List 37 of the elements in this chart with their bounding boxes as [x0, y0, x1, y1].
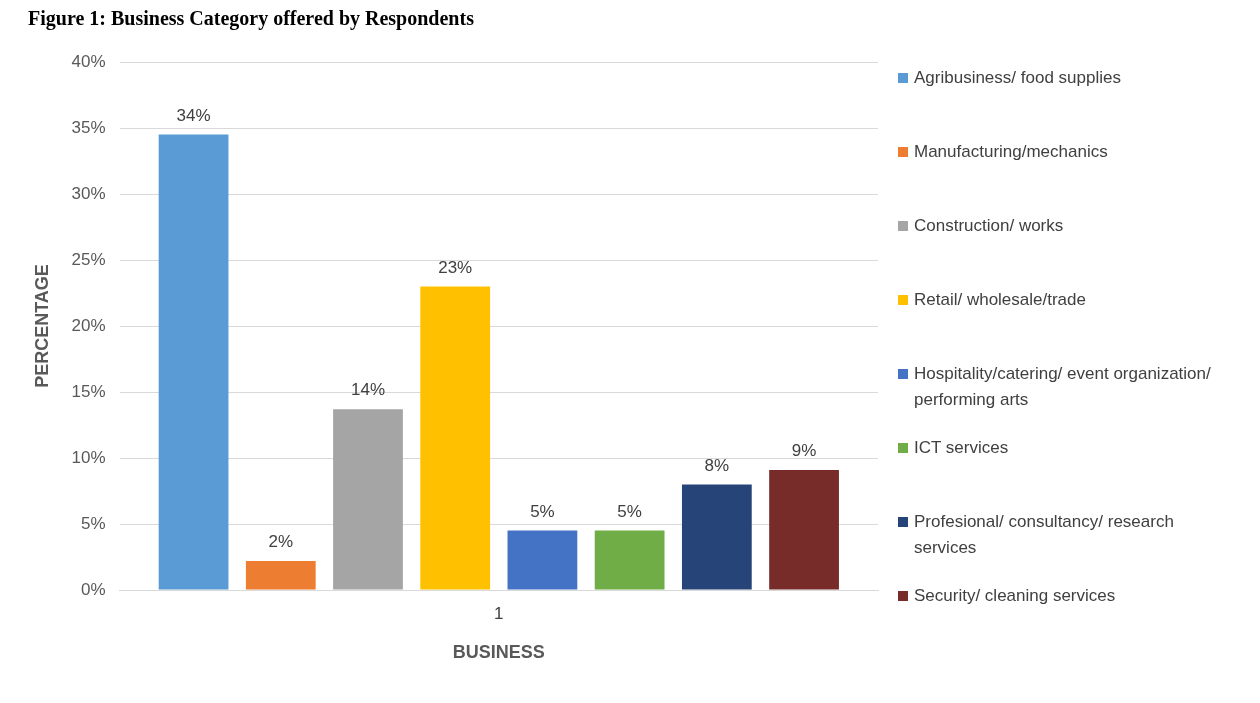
- bar: [333, 409, 403, 590]
- y-tick-label: 0%: [81, 579, 106, 599]
- y-tick-label: 20%: [71, 315, 106, 335]
- bar: [420, 286, 491, 590]
- y-tick-label: 40%: [71, 51, 106, 71]
- data-label: 5%: [530, 501, 555, 521]
- legend-label: Hospitality/catering/ event organization/ performing arts: [914, 363, 1212, 411]
- y-tick-label: 30%: [71, 183, 106, 203]
- legend-label: Profesional/ consultancy/ research services: [914, 511, 1175, 559]
- y-tick-label: 5%: [81, 513, 106, 533]
- x-axis-title: BUSINESS: [452, 642, 545, 663]
- bar: [769, 469, 839, 590]
- legend-label: Agribusiness/ food supplies: [914, 67, 1121, 89]
- bar: [681, 484, 752, 590]
- bar: [507, 530, 578, 590]
- legend-label: Retail/ wholesale/trade: [914, 289, 1086, 311]
- y-tick-label: 35%: [71, 117, 106, 137]
- legend-label: ICT services: [914, 437, 1009, 459]
- y-tick-label: 15%: [71, 381, 106, 401]
- y-axis-title: PERCENTAGE: [31, 264, 52, 388]
- data-label: 23%: [438, 257, 473, 277]
- bar: [594, 530, 665, 590]
- data-label: 14%: [350, 380, 386, 400]
- y-tick-label: 25%: [71, 249, 106, 269]
- bar: [158, 134, 229, 590]
- data-label: 8%: [704, 455, 730, 475]
- legend-label: Security/ cleaning services: [914, 585, 1116, 607]
- x-tick-label: 1: [494, 603, 504, 623]
- legend-label: Manufacturing/mechanics: [914, 141, 1108, 163]
- y-tick-label: 10%: [71, 447, 106, 467]
- chart-title: Figure 1: Business Category offered by Respondents: [28, 7, 475, 31]
- data-label: 2%: [268, 532, 294, 552]
- data-label: 34%: [176, 105, 211, 125]
- data-label: 9%: [791, 441, 817, 461]
- bar: [245, 560, 316, 590]
- legend-label: Construction/ works: [914, 215, 1064, 237]
- data-label: 5%: [617, 501, 642, 521]
